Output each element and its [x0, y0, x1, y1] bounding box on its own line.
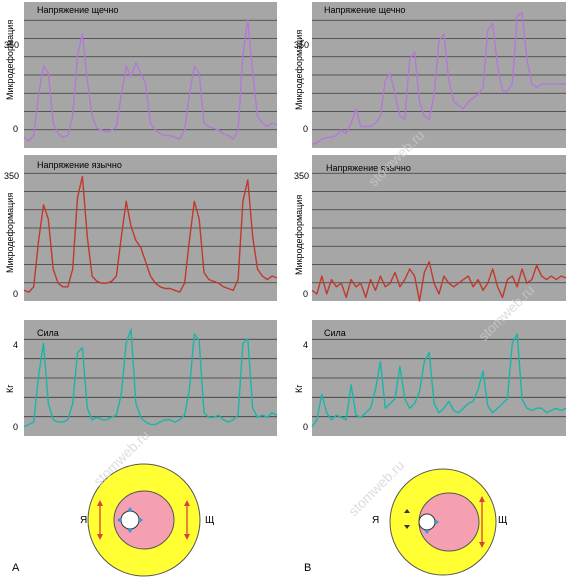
- marker-top: [127, 507, 133, 511]
- marker-right: [139, 517, 143, 523]
- panel-B2: Напряжение язычно Микродеформация 350 0: [286, 155, 571, 305]
- panel-A2-chart: [23, 155, 278, 301]
- arrow-right-head-bottom: [184, 534, 190, 540]
- panel-title: Напряжение язычно: [326, 163, 411, 173]
- y-tick-top: 4: [302, 340, 308, 350]
- marker-implant-bottom: [424, 530, 430, 534]
- arrow-right-head-top: [184, 500, 190, 506]
- diagram-A-right-label: Щ: [205, 515, 215, 526]
- panel-A3: Сила Кг 4 0: [0, 318, 285, 438]
- series-line: [311, 11, 566, 146]
- arrow-right-head-bottom: [479, 542, 485, 548]
- diagram-B: [385, 467, 501, 577]
- implant-circle: [418, 513, 436, 531]
- panel-B1-chart: [311, 2, 566, 148]
- panel-title: Сила: [37, 328, 59, 338]
- y-tick-zero: 0: [12, 289, 18, 299]
- diagram-B-right-label: Щ: [498, 515, 508, 526]
- marker-top: [404, 509, 410, 513]
- arrow-right-head-top: [479, 496, 485, 502]
- y-tick-top: 350: [4, 171, 20, 181]
- marker-left: [117, 517, 121, 523]
- panel-B3-chart: [311, 320, 567, 436]
- inner-oval: [113, 490, 175, 550]
- panel-title: Напряжение щечно: [37, 5, 119, 15]
- diagram-A: [86, 462, 202, 578]
- series-line: [23, 328, 278, 428]
- panel-A2: Напряжение язычно Микродеформация 350 0: [0, 155, 285, 305]
- y-tick-top: 350: [294, 40, 310, 50]
- diagram-A-left-label: Я: [80, 515, 88, 526]
- panel-B1: Напряжение щечно Микродеформация 350 0: [286, 0, 571, 150]
- panel-B2-chart: [311, 155, 567, 302]
- y-axis-label: Микродеформация: [5, 19, 15, 100]
- panel-title: Напряжение щечно: [324, 5, 406, 15]
- panel-title: Сила: [324, 328, 346, 338]
- series-line: [23, 175, 278, 293]
- series-line: [23, 19, 278, 142]
- y-axis-label: Кг: [5, 384, 15, 393]
- panel-A1: Напряжение щечно Микродеформация 350 0: [0, 0, 285, 150]
- figure-letter-a: А: [12, 562, 20, 574]
- y-tick-top: 350: [294, 171, 310, 181]
- panel-B3: Сила Кг 4 0: [286, 318, 571, 438]
- y-tick-top: 350: [4, 40, 20, 50]
- y-tick-zero: 0: [302, 124, 308, 134]
- y-axis-label: Микродеформация: [5, 192, 15, 273]
- y-axis-label: Кг: [294, 384, 304, 393]
- y-tick-zero: 0: [302, 422, 308, 432]
- series-line: [311, 261, 567, 302]
- implant-circle: [120, 510, 140, 530]
- y-axis-label: Микродеформация: [294, 194, 304, 275]
- diagram-B-left-label: Я: [372, 515, 380, 526]
- y-tick-zero: 0: [12, 124, 18, 134]
- marker-right: [435, 519, 439, 525]
- series-line: [311, 333, 567, 428]
- marker-bottom: [127, 529, 133, 533]
- panel-A1-chart: [23, 2, 278, 148]
- y-tick-top: 4: [12, 340, 18, 350]
- y-tick-zero: 0: [302, 289, 308, 299]
- arrow-left-head-top: [97, 500, 103, 506]
- marker-bottom: [404, 525, 410, 529]
- figure-letter-b: В: [304, 562, 312, 574]
- arrow-left-head-bottom: [97, 534, 103, 540]
- y-tick-zero: 0: [12, 422, 18, 432]
- panel-A3-chart: [23, 320, 278, 436]
- diagram-B-svg: [389, 468, 497, 576]
- diagram-A-svg: [87, 463, 201, 577]
- panel-title: Напряжение язычно: [37, 160, 122, 170]
